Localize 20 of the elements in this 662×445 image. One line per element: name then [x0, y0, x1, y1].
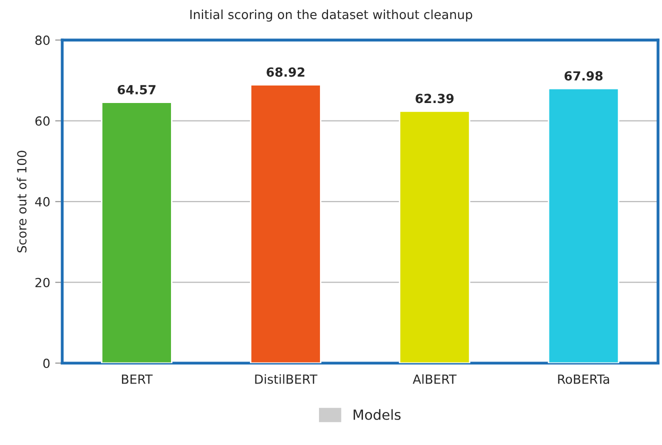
y-tick-label: 80	[35, 36, 50, 45]
data-label: 62.39	[416, 94, 454, 104]
y-tick-label: 20	[35, 278, 50, 288]
x-tick-label: BERT	[122, 374, 153, 384]
y-tick-label: 60	[35, 116, 50, 126]
x-tick-label: RoBERTa	[558, 374, 610, 384]
y-tick-label: 0	[43, 358, 50, 368]
bar	[548, 88, 620, 364]
y-tick-label: 40	[35, 197, 50, 207]
x-tick-label: DistilBERT	[255, 374, 318, 384]
bar	[250, 84, 322, 364]
data-label: 64.57	[118, 84, 156, 94]
bar	[101, 102, 172, 364]
x-tick-label: AlBERT	[412, 374, 457, 384]
chart-title: Initial scoring on the dataset without cleanup	[190, 10, 472, 22]
data-label: 67.98	[564, 71, 603, 81]
data-label: 68.92	[266, 67, 304, 77]
bar	[398, 110, 470, 364]
text: Models	[354, 409, 401, 420]
y-axis-title: Score out of 100	[16, 150, 27, 252]
